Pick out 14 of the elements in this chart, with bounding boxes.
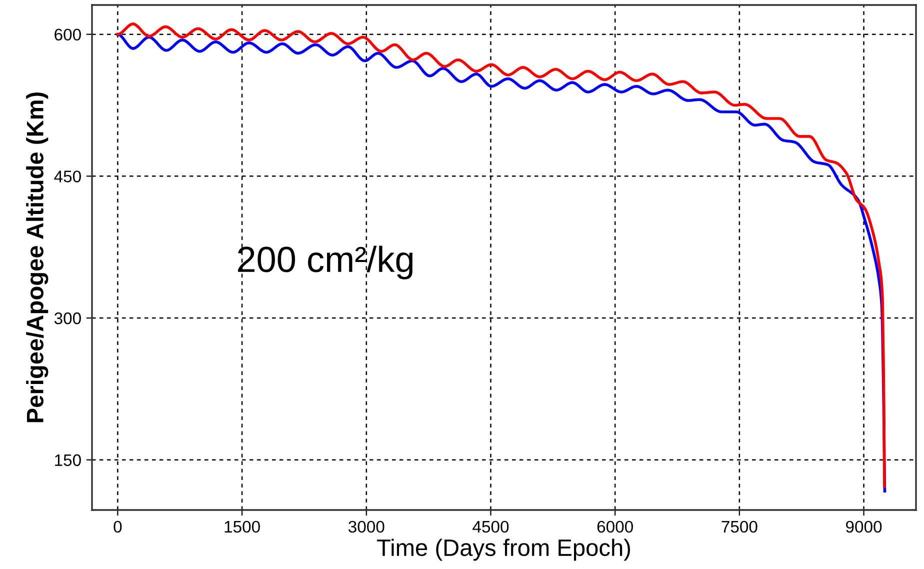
x-tick-label: 7500 [722, 520, 758, 533]
y-tick-label: 450 [54, 170, 81, 182]
x-tick-label: 9000 [846, 520, 882, 533]
x-tick-label: 0 [114, 520, 122, 533]
x-tick-label: 3000 [348, 520, 384, 533]
y-tick-label: 300 [54, 312, 81, 324]
x-tick-label: 6000 [597, 520, 633, 533]
y-axis-title: Perigee/Apogee Altitude (Km) [26, 92, 48, 422]
x-axis-title: Time (Days from Epoch) [377, 538, 630, 561]
annotation: 200 cm²/kg [238, 246, 412, 280]
y-tick-label: 150 [55, 454, 81, 466]
x-tick-label: 4500 [472, 520, 509, 533]
x-tick-label: 1500 [224, 520, 260, 533]
y-tick-label: 600 [54, 28, 81, 41]
